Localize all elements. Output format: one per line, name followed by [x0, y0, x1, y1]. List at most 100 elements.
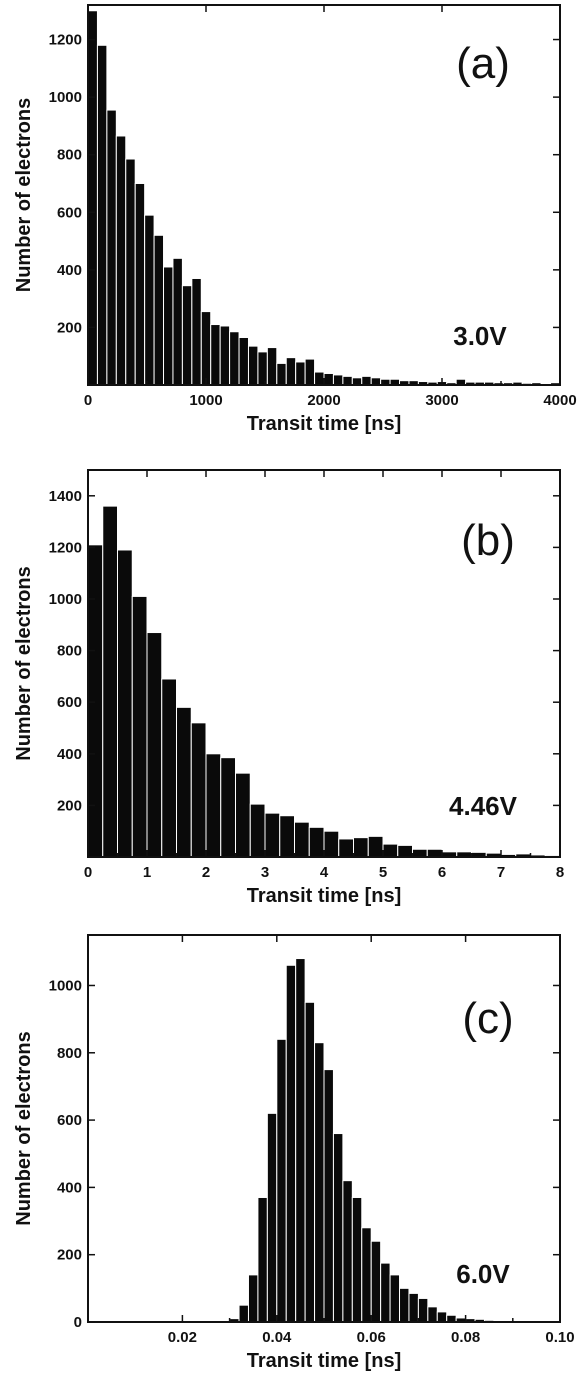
- chart-panel-0: 0 1000 2000 3000 4000 200 400 600 800 1000 1200 Tra…: [13, 4, 577, 435]
- histogram-bar: [285, 357, 297, 386]
- x-tick-label: 2: [202, 864, 210, 881]
- chart-panel-1: 0 1 2 3 4 5 6 7 8 200 400 600 800 1000 1200 1400 Transit…: [13, 469, 564, 907]
- histogram-bar: [247, 345, 259, 386]
- x-tick-label: 0.06: [357, 1329, 386, 1346]
- histogram-bar: [210, 324, 221, 386]
- x-tick-label: 0: [84, 864, 92, 881]
- histogram-bar: [397, 844, 413, 858]
- histogram-bar: [264, 812, 281, 858]
- y-tick-label: 1200: [49, 32, 82, 49]
- histogram-bar: [351, 1196, 363, 1323]
- histogram-bar: [353, 837, 369, 858]
- y-tick-label: 800: [57, 147, 82, 164]
- x-axis-title: Transit time [ns]: [247, 1350, 401, 1372]
- histogram-bar: [247, 1274, 259, 1323]
- histogram-bar: [102, 505, 118, 858]
- histogram-bar: [338, 838, 354, 858]
- y-tick-label: 400: [57, 746, 82, 763]
- voltage-annotation: 3.0V: [453, 321, 507, 351]
- histogram-bar: [323, 1069, 334, 1323]
- histogram-bar: [370, 1240, 382, 1323]
- y-tick-label: 1200: [49, 539, 82, 556]
- histogram-bar: [181, 285, 193, 386]
- x-axis-title: Transit time [ns]: [247, 413, 401, 435]
- histogram-bar: [87, 10, 98, 386]
- histogram-bar: [229, 331, 240, 386]
- histogram-bar: [426, 848, 443, 858]
- histogram-bar: [436, 1311, 448, 1323]
- histogram-bar: [131, 595, 148, 858]
- histogram-bar: [153, 234, 165, 386]
- histogram-bar: [146, 632, 163, 858]
- histogram-bar: [266, 347, 278, 386]
- y-tick-label: 600: [57, 694, 82, 711]
- histogram-bar: [295, 958, 306, 1323]
- histogram-bar: [161, 678, 177, 858]
- histogram-bar: [308, 826, 325, 858]
- x-axis-title: Transit time [ns]: [247, 885, 401, 907]
- y-axis-title: Number of electrons: [13, 566, 35, 760]
- histogram-bar: [295, 361, 306, 386]
- histogram-bar: [304, 1001, 316, 1323]
- histogram-bar: [417, 1297, 429, 1323]
- y-tick-label: 1000: [49, 89, 82, 106]
- histogram-bar: [219, 325, 231, 386]
- histogram-bar: [332, 1133, 344, 1323]
- y-axis-title: Number of electrons: [13, 1031, 35, 1225]
- x-tick-label: 5: [379, 864, 387, 881]
- histogram-bar: [257, 351, 268, 386]
- histogram-bar: [285, 964, 297, 1323]
- histogram-bar: [190, 722, 207, 858]
- x-tick-label: 0.08: [451, 1329, 480, 1346]
- x-tick-label: 1: [143, 864, 151, 881]
- histogram-bar: [389, 1274, 401, 1323]
- histogram-bar: [351, 377, 363, 386]
- histogram-bar: [412, 848, 428, 858]
- histogram-bar: [276, 1038, 287, 1323]
- histogram-bar: [200, 311, 212, 386]
- histogram-bar: [117, 549, 133, 858]
- voltage-annotation: 4.46V: [449, 791, 518, 821]
- histogram-bar: [408, 1292, 419, 1323]
- histogram-bar: [314, 371, 325, 386]
- histogram-bar: [87, 544, 104, 858]
- histogram-bar: [361, 375, 372, 386]
- histogram-bar: [205, 753, 222, 858]
- histogram-bar: [332, 374, 344, 386]
- histogram-bar: [238, 1304, 249, 1323]
- x-tick-label: 6: [438, 864, 446, 881]
- histogram-bar: [191, 277, 202, 386]
- histogram-bar: [163, 266, 174, 386]
- histogram-bar: [276, 362, 287, 386]
- histogram-bar: [238, 337, 249, 386]
- x-tick-label: 0.02: [168, 1329, 197, 1346]
- x-tick-label: 8: [556, 864, 564, 881]
- histogram-bar: [294, 821, 310, 858]
- histogram-bar: [446, 1314, 457, 1323]
- y-tick-label: 1400: [49, 488, 82, 505]
- y-tick-label: 400: [57, 262, 82, 279]
- histogram-bar: [382, 843, 399, 858]
- histogram-bar: [380, 1262, 391, 1323]
- y-tick-label: 600: [57, 1112, 82, 1129]
- histogram-bar: [361, 1227, 372, 1323]
- histogram-bar: [342, 375, 353, 386]
- histogram-bar: [323, 372, 334, 386]
- y-axis-title: Number of electrons: [13, 98, 35, 292]
- histogram-bar: [266, 1112, 278, 1323]
- histogram-bar: [367, 835, 384, 858]
- histogram-bar: [323, 830, 340, 858]
- histogram-bar: [257, 1196, 268, 1323]
- histogram-bar: [172, 257, 183, 386]
- x-tick-label: 2000: [307, 392, 340, 409]
- histogram-bar: [220, 757, 236, 858]
- y-tick-label: 800: [57, 1045, 82, 1062]
- y-tick-label: 800: [57, 643, 82, 660]
- x-tick-label: 1000: [189, 392, 222, 409]
- x-tick-label: 7: [497, 864, 505, 881]
- x-tick-label: 4: [320, 864, 329, 881]
- panel-label: (b): [461, 516, 515, 565]
- histogram-bar: [342, 1180, 353, 1323]
- histogram-bar: [314, 1042, 325, 1323]
